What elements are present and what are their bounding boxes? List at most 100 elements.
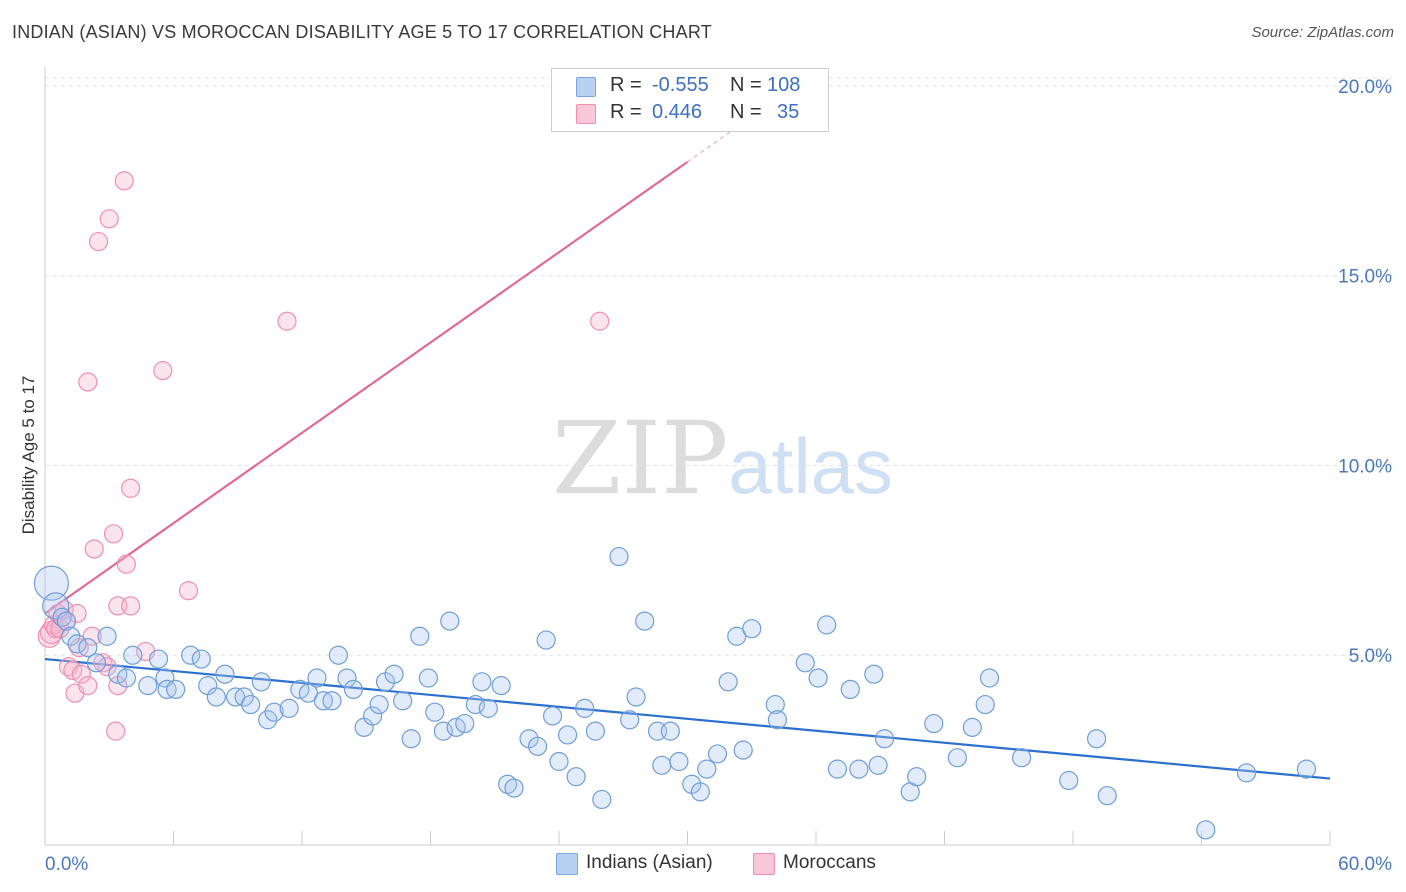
point-indians [609,546,629,567]
point-indians [393,691,413,711]
point-moroccans [590,311,610,331]
point-indians [42,592,70,620]
point-indians [478,698,498,718]
legend-n-label: N = [730,101,762,123]
point-indians [962,717,982,737]
point-moroccans [78,372,98,392]
point-indians [868,755,888,775]
point-indians [298,683,319,703]
y-tick-label: 20.0% [1338,77,1392,98]
point-moroccans [78,676,98,696]
point-indians [975,694,995,715]
point-indians [166,679,186,700]
point-indians [727,626,747,646]
point-indians [504,778,524,798]
point-indians [384,664,404,684]
point-indians [592,789,612,810]
point-indians [97,626,117,646]
point-indians [1011,748,1032,768]
point-indians [626,687,646,707]
point-moroccans [88,231,109,252]
tick-labels: 5.0% 10.0% 15.0% 20.0% 0.0% 60.0% [45,77,1392,875]
point-indians [795,653,815,673]
point-indians [924,713,944,734]
point-indians [690,782,710,802]
point-indians [767,710,788,730]
legend-n-value: 35 [777,101,800,123]
point-indians [56,611,77,631]
legend-row-indians: R = -0.555 N = 108 [552,74,828,100]
point-indians [279,698,299,718]
point-indians [620,710,640,730]
bottom-legend-swatch-indians [556,853,578,875]
bottom-legend-label-indians: Indians (Asian) [586,852,713,873]
point-indians [817,615,837,635]
point-indians [864,664,884,684]
point-moroccans [153,361,173,381]
chart-title: INDIAN (ASIAN) VS MOROCCAN DISABILITY AG… [12,22,712,42]
point-indians [328,645,349,665]
point-moroccans [121,596,141,616]
point-indians [206,687,226,707]
point-moroccans [97,657,117,677]
y-tick-label: 15.0% [1338,267,1392,288]
point-moroccans [178,581,199,601]
point-indians [433,721,453,741]
point-moroccans [277,311,297,331]
point-indians [307,668,327,688]
legend-row-moroccans: R = 0.446 N = 35 [552,101,828,127]
point-moroccans [99,209,119,229]
point-indians [191,649,211,669]
point-indians [733,740,753,760]
point-indians [1296,759,1317,779]
point-indians [258,710,278,730]
legend-r-value: 0.446 [652,101,703,123]
point-moroccans [67,603,87,624]
point-indians [440,611,460,631]
point-indians [635,611,655,631]
point-indians [557,725,578,745]
point-moroccans [84,539,104,559]
point-indians [536,630,556,650]
point-indians [979,668,1000,688]
legend-n-label: N = [730,74,762,96]
point-indians [33,565,70,601]
point-indians [181,645,201,665]
point-indians [78,638,98,658]
point-indians [455,713,475,734]
source-label: Source: ZipAtlas.com [1251,24,1394,41]
legend-r-label: R = [610,74,642,96]
point-indians [874,729,895,749]
point-indians [1097,786,1117,806]
point-moroccans [114,171,134,191]
legend-r-value: -0.555 [652,74,709,96]
point-indians [138,676,158,696]
point-indians [61,626,81,646]
watermark: ZIPatlas [552,400,893,517]
x-tick-label: 60.0% [1338,854,1392,875]
trend-line-moroccans-extension [687,123,742,163]
point-indians [251,672,271,692]
point-moroccans [71,664,92,684]
bottom-legend-moroccans: Moroccans [753,852,903,876]
watermark-zip: ZIP [552,400,729,517]
point-indians [472,672,492,692]
point-indians [542,706,563,726]
point-indians [148,649,169,669]
point-indians [549,751,569,772]
bottom-legend-swatch-moroccans [753,853,775,875]
point-indians [491,676,511,696]
point-indians [67,634,87,654]
point-indians [1196,820,1216,840]
y-axis-label: Disability Age 5 to 17 [19,376,38,535]
point-indians [369,694,389,715]
point-indians [566,767,586,787]
point-indians [123,645,143,665]
point-indians [849,759,869,779]
y-tick-label: 5.0% [1349,646,1392,667]
point-indians [660,721,680,741]
watermark-atlas: atlas [728,422,894,510]
point-indians [1086,729,1107,749]
point-indians [765,694,785,715]
bottom-legend-indians: Indians (Asian) [556,852,736,876]
